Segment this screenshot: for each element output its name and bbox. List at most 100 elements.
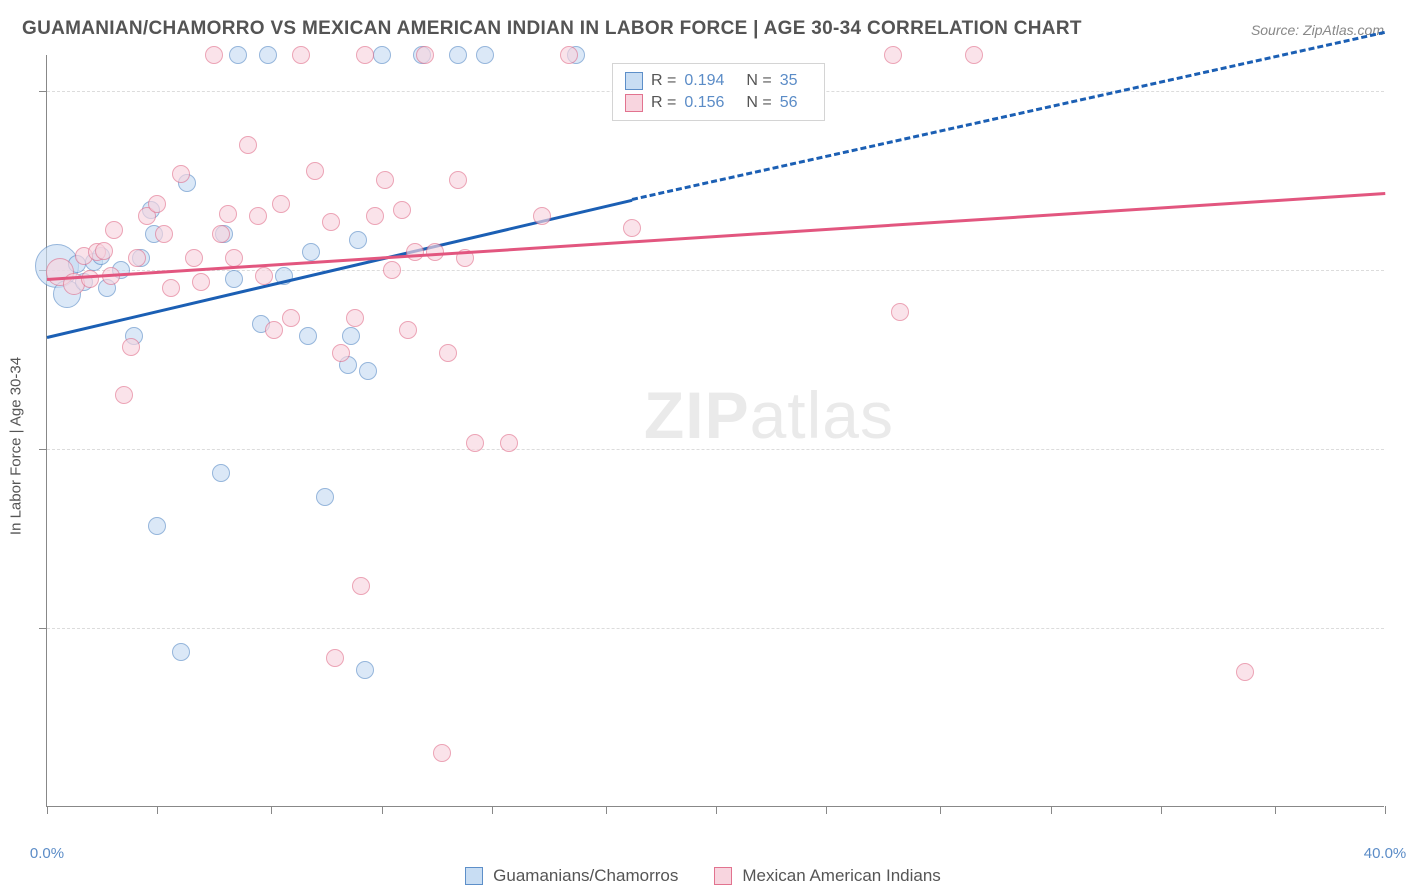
- data-point: [148, 517, 166, 535]
- data-point: [205, 46, 223, 64]
- data-point: [272, 195, 290, 213]
- data-point: [356, 46, 374, 64]
- data-point: [105, 221, 123, 239]
- gridline-h: [47, 270, 1384, 271]
- data-point: [884, 46, 902, 64]
- legend-row: R =0.194N =35: [625, 70, 812, 92]
- x-tick: [606, 806, 607, 814]
- data-point: [476, 46, 494, 64]
- data-point: [416, 46, 434, 64]
- x-tick: [716, 806, 717, 814]
- x-tick: [940, 806, 941, 814]
- data-point: [326, 649, 344, 667]
- data-point: [439, 344, 457, 362]
- legend-item: Guamanians/Chamorros: [465, 866, 678, 886]
- data-point: [322, 213, 340, 231]
- data-point: [249, 207, 267, 225]
- x-tick: [47, 806, 48, 814]
- data-point: [282, 309, 300, 327]
- data-point: [172, 643, 190, 661]
- plot-area: ZIPatlas 55.0%70.0%85.0%100.0%0.0%40.0%R…: [46, 55, 1384, 807]
- legend-swatch: [625, 94, 643, 112]
- data-point: [306, 162, 324, 180]
- data-point: [373, 46, 391, 64]
- data-point: [352, 577, 370, 595]
- data-point: [346, 309, 364, 327]
- data-point: [302, 243, 320, 261]
- data-point: [255, 267, 273, 285]
- x-tick: [157, 806, 158, 814]
- data-point: [383, 261, 401, 279]
- data-point: [965, 46, 983, 64]
- data-point: [212, 225, 230, 243]
- watermark: ZIPatlas: [644, 377, 894, 453]
- gridline-h: [47, 628, 1384, 629]
- x-tick: [1051, 806, 1052, 814]
- x-tick: [1385, 806, 1386, 814]
- x-tick: [1161, 806, 1162, 814]
- chart-title: GUAMANIAN/CHAMORRO VS MEXICAN AMERICAN I…: [22, 18, 1082, 40]
- data-point: [500, 434, 518, 452]
- data-point: [376, 171, 394, 189]
- data-point: [433, 744, 451, 762]
- data-point: [366, 207, 384, 225]
- data-point: [225, 270, 243, 288]
- data-point: [229, 46, 247, 64]
- data-point: [332, 344, 350, 362]
- data-point: [192, 273, 210, 291]
- x-tick: [382, 806, 383, 814]
- data-point: [219, 205, 237, 223]
- data-point: [406, 243, 424, 261]
- x-tick-label: 0.0%: [30, 845, 64, 862]
- data-point: [122, 338, 140, 356]
- data-point: [533, 207, 551, 225]
- x-tick: [271, 806, 272, 814]
- data-point: [1236, 663, 1254, 681]
- data-point: [185, 249, 203, 267]
- data-point: [259, 46, 277, 64]
- legend-bottom: Guamanians/Chamorros Mexican American Ind…: [0, 866, 1406, 886]
- legend-swatch: [625, 72, 643, 90]
- data-point: [349, 231, 367, 249]
- data-point: [299, 327, 317, 345]
- y-axis-title: In Labor Force | Age 30-34: [8, 357, 25, 535]
- data-point: [225, 249, 243, 267]
- data-point: [560, 46, 578, 64]
- x-tick: [492, 806, 493, 814]
- data-point: [466, 434, 484, 452]
- legend-item: Mexican American Indians: [714, 866, 940, 886]
- data-point: [393, 201, 411, 219]
- legend-swatch: [465, 867, 483, 885]
- trend-line: [47, 192, 1385, 281]
- data-point: [115, 386, 133, 404]
- x-tick: [826, 806, 827, 814]
- data-point: [95, 242, 113, 260]
- data-point: [148, 195, 166, 213]
- data-point: [356, 661, 374, 679]
- data-point: [449, 171, 467, 189]
- legend-label: Guamanians/Chamorros: [493, 866, 678, 886]
- data-point: [172, 165, 190, 183]
- data-point: [212, 464, 230, 482]
- data-point: [265, 321, 283, 339]
- gridline-h: [47, 449, 1384, 450]
- data-point: [162, 279, 180, 297]
- data-point: [81, 270, 99, 288]
- x-tick-label: 40.0%: [1364, 845, 1406, 862]
- data-point: [292, 46, 310, 64]
- data-point: [399, 321, 417, 339]
- data-point: [128, 249, 146, 267]
- legend-label: Mexican American Indians: [742, 866, 940, 886]
- data-point: [359, 362, 377, 380]
- x-tick: [1275, 806, 1276, 814]
- data-point: [449, 46, 467, 64]
- correlation-legend: R =0.194N =35R =0.156N =56: [612, 63, 825, 121]
- data-point: [239, 136, 257, 154]
- data-point: [155, 225, 173, 243]
- data-point: [342, 327, 360, 345]
- legend-row: R =0.156N =56: [625, 92, 812, 114]
- data-point: [891, 303, 909, 321]
- legend-swatch: [714, 867, 732, 885]
- data-point: [623, 219, 641, 237]
- data-point: [316, 488, 334, 506]
